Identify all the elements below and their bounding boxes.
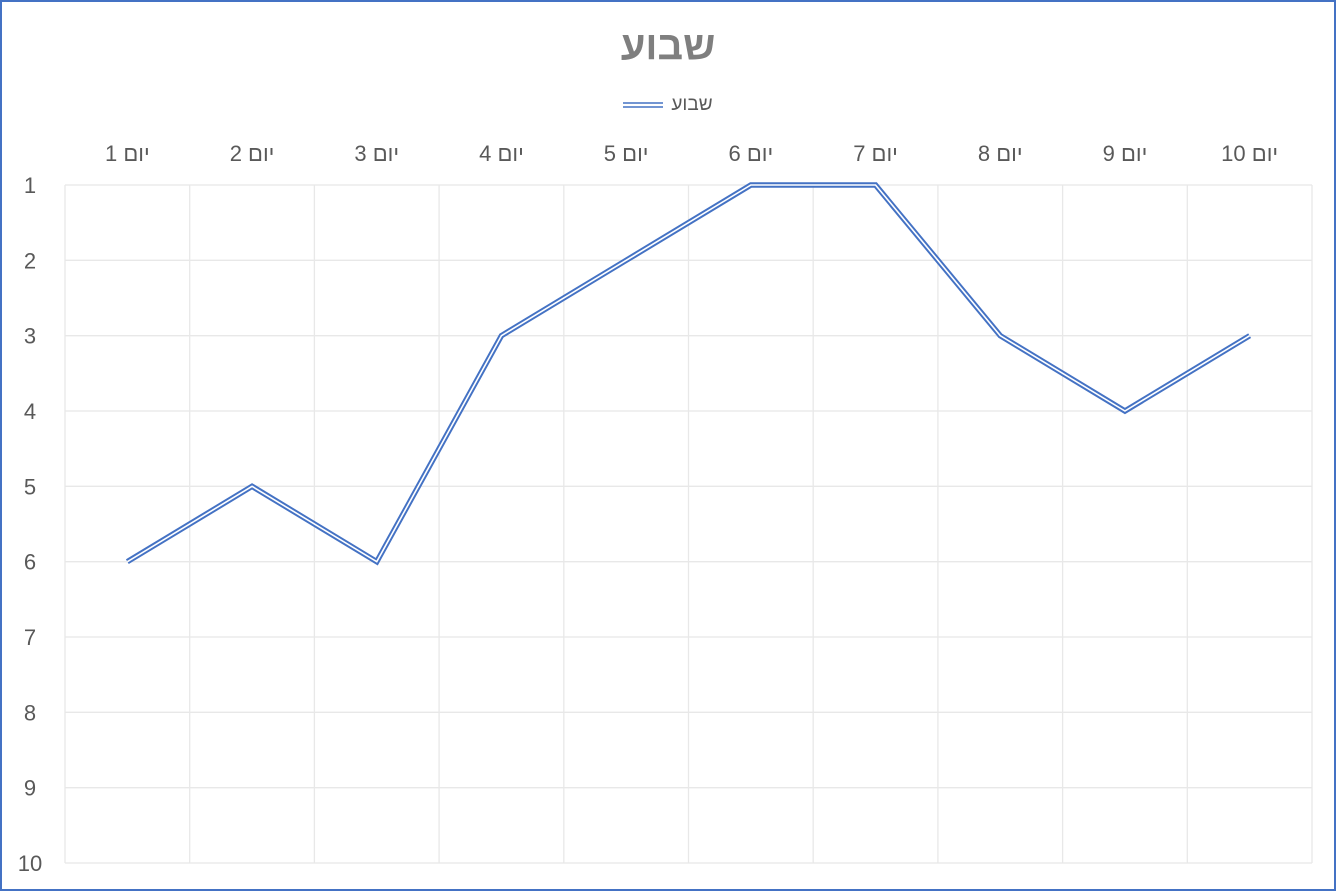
y-tick-label: 5 [24, 474, 36, 499]
x-tick-label: יום 8 [978, 141, 1023, 166]
y-tick-label: 9 [24, 776, 36, 801]
data-point [376, 561, 377, 562]
y-tick-label: 6 [24, 550, 36, 575]
data-point [127, 561, 128, 562]
legend: שבוע [2, 94, 1334, 116]
y-tick-label: 4 [24, 399, 36, 424]
series-line-inner [126, 184, 1251, 563]
legend-label: שבוע [671, 94, 713, 115]
x-tick-label: יום 6 [728, 141, 773, 166]
data-point [626, 260, 627, 261]
x-tick-label: יום 3 [354, 141, 399, 166]
x-tick-label: יום 7 [853, 141, 898, 166]
data-point [252, 486, 253, 487]
x-tick-label: יום 2 [230, 141, 275, 166]
y-tick-label: 2 [24, 248, 36, 273]
data-point [750, 185, 751, 186]
x-tick-label: יום 10 [1221, 141, 1278, 166]
chart-title: שבוע [620, 24, 716, 68]
y-tick-label: 8 [24, 700, 36, 725]
y-tick-label: 1 [24, 173, 36, 198]
x-tick-label: יום 1 [105, 141, 150, 166]
data-point [501, 335, 502, 336]
data-point [875, 185, 876, 186]
data-point [1000, 335, 1001, 336]
data-point [1249, 335, 1250, 336]
x-tick-label: יום 4 [479, 141, 524, 166]
x-tick-label: יום 5 [604, 141, 649, 166]
y-tick-label: 10 [18, 851, 42, 876]
y-tick-label: 7 [24, 625, 36, 650]
x-tick-label: יום 9 [1103, 141, 1148, 166]
data-point [1124, 411, 1125, 412]
legend-line-swatch [623, 102, 664, 108]
y-tick-label: 3 [24, 324, 36, 349]
